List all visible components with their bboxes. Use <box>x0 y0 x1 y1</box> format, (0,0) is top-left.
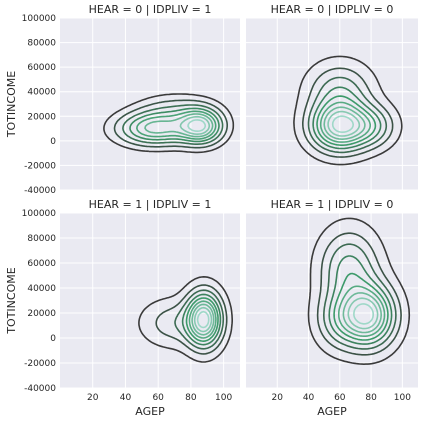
kde-contour-line <box>316 232 402 356</box>
y-tick-label: -20000 <box>24 359 56 369</box>
kde-contour-line <box>333 272 389 341</box>
kde-contour-line <box>347 297 379 330</box>
panel-title: HEAR = 0 | IDPLIV = 0 <box>271 3 394 16</box>
kde-contour-line <box>181 293 222 346</box>
kde-contour-line <box>312 86 382 150</box>
y-axis-label: TOTINCOME <box>5 71 18 138</box>
y-axis-label: TOTINCOME <box>5 267 18 334</box>
y-tick-label: 0 <box>50 334 56 344</box>
facet-panel-3: HEAR = 1 | IDPLIV = 1 -40000 -20000 0 20000 4… <box>5 198 240 418</box>
kde-contour-line <box>144 113 214 138</box>
kde-contour-line <box>307 76 388 154</box>
y-tick-label: 80000 <box>27 234 56 244</box>
y-tick-label: 20000 <box>27 112 56 122</box>
x-tick-label: 60 <box>334 393 346 403</box>
panel-background <box>60 18 240 190</box>
y-tick-label: 40000 <box>27 88 56 98</box>
y-tick-label: -20000 <box>24 161 56 171</box>
y-tick-label: 60000 <box>27 259 56 269</box>
panel-background <box>246 18 418 190</box>
x-tick-label: 60 <box>152 393 164 403</box>
kde-contour-line <box>138 276 233 363</box>
kde-contour-line <box>155 284 228 355</box>
kde-contour-line <box>122 104 224 145</box>
kde-contour-line <box>193 306 213 333</box>
kde-contour-line <box>323 243 397 350</box>
kde-contour-line <box>342 292 382 334</box>
y-tick-label: -40000 <box>24 186 56 196</box>
kde-contour-line <box>293 55 403 166</box>
kde-contour-line <box>103 93 235 154</box>
y-tick-label: 20000 <box>27 309 56 319</box>
kde-contour-line <box>188 300 217 339</box>
y-tick-label: 80000 <box>27 39 56 49</box>
x-tick-label: 100 <box>215 393 232 403</box>
kde-contour-line <box>327 110 361 137</box>
kde-contour-line <box>196 310 210 329</box>
y-tick-label: 100000 <box>22 209 57 219</box>
y-tick-label: -40000 <box>24 384 56 394</box>
x-tick-label: 20 <box>272 393 284 403</box>
kde-contour-line <box>179 115 211 135</box>
y-tick-label: 100000 <box>22 14 57 24</box>
kde-contour-line <box>338 285 386 337</box>
kde-contour-line <box>353 303 374 325</box>
contour-group <box>138 276 233 363</box>
kde-contour-line <box>302 67 394 158</box>
contour-group <box>103 93 235 154</box>
panel-title: HEAR = 1 | IDPLIV = 0 <box>271 198 394 211</box>
panel-background <box>60 213 240 388</box>
facet-panel-1: HEAR = 0 | IDPLIV = 1 -40000 -20000 0 20000 4… <box>5 3 240 196</box>
facet-panel-2: HEAR = 0 | IDPLIV = 0 <box>246 3 418 191</box>
x-tick-label: 100 <box>394 393 411 403</box>
kde-contour-line <box>307 217 411 365</box>
x-tick-label: 20 <box>87 393 99 403</box>
panel-title: HEAR = 1 | IDPLIV = 1 <box>89 198 212 211</box>
contour-group <box>293 55 403 166</box>
x-tick-label: 80 <box>365 393 377 403</box>
kde-contour-line <box>331 115 354 133</box>
y-tick-label: 40000 <box>27 284 56 294</box>
kde-contour-line <box>316 95 377 146</box>
x-tick-label: 80 <box>185 393 197 403</box>
x-axis-label: AGEP <box>317 405 347 418</box>
panel-title: HEAR = 0 | IDPLIV = 1 <box>89 3 212 16</box>
kde-contour-line <box>319 101 371 143</box>
x-axis-label: AGEP <box>135 405 165 418</box>
kde-contour-line <box>113 99 228 149</box>
contour-group <box>307 217 411 365</box>
kde-contour-line <box>191 303 215 336</box>
kde-contour-line <box>323 106 366 140</box>
y-tick-label: 60000 <box>27 63 56 73</box>
y-tick-label: 0 <box>50 137 56 147</box>
kde-contour-line <box>328 255 393 345</box>
kde-contour-line <box>136 110 217 140</box>
kde-contour-line <box>185 297 219 342</box>
facet-panel-4: HEAR = 1 | IDPLIV = 0 20 40 60 80 100 AGEP <box>246 198 418 418</box>
x-tick-label: 40 <box>120 393 132 403</box>
kde-contour-line <box>187 119 207 132</box>
kde-contour-line <box>129 107 220 143</box>
x-tick-label: 40 <box>303 393 315 403</box>
kde-contour-line <box>174 289 225 350</box>
